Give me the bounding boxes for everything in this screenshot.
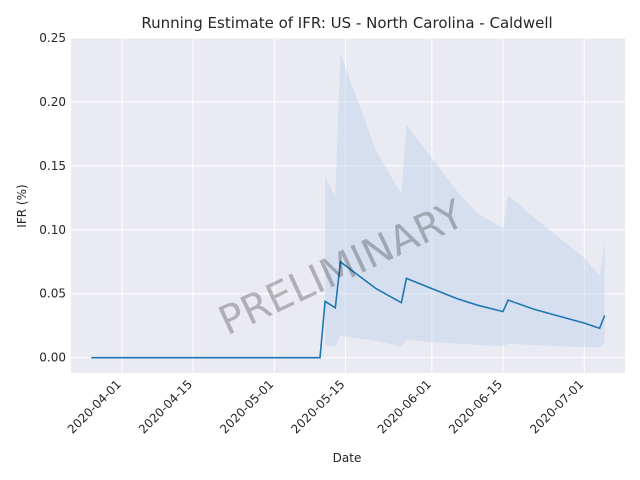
x-tick-labels: 2020-04-01 2020-04-15 2020-05-01 2020-05-15… [65, 377, 587, 436]
ifr-estimate-line [91, 260, 606, 359]
y-tick-label: 0.25 [39, 31, 66, 45]
x-tick-label: 2020-07-01 [527, 377, 586, 436]
chart-title: Running Estimate of IFR: US - North Caro… [141, 14, 552, 32]
y-tick-label: 0.05 [39, 287, 66, 301]
x-tick-label: 2020-04-01 [65, 377, 124, 436]
y-axis-label: IFR (%) [15, 184, 29, 227]
y-tick-labels: 0.00 0.05 0.10 0.15 0.20 0.25 [39, 31, 66, 365]
confidence-band [325, 53, 605, 348]
x-tick-label: 2020-06-01 [375, 377, 434, 436]
x-gridlines [121, 38, 585, 373]
y-tick-label: 0.20 [39, 95, 66, 109]
y-tick-label: 0.00 [39, 351, 66, 365]
y-tick-label: 0.10 [39, 223, 66, 237]
x-tick-label: 2020-06-15 [446, 377, 505, 436]
x-tick-label: 2020-05-01 [217, 377, 276, 436]
plot-area [71, 38, 625, 373]
x-axis-label: Date [333, 451, 362, 465]
x-tick-label: 2020-05-15 [288, 377, 347, 436]
x-tick-label: 2020-04-15 [136, 377, 195, 436]
y-tick-label: 0.15 [39, 159, 66, 173]
